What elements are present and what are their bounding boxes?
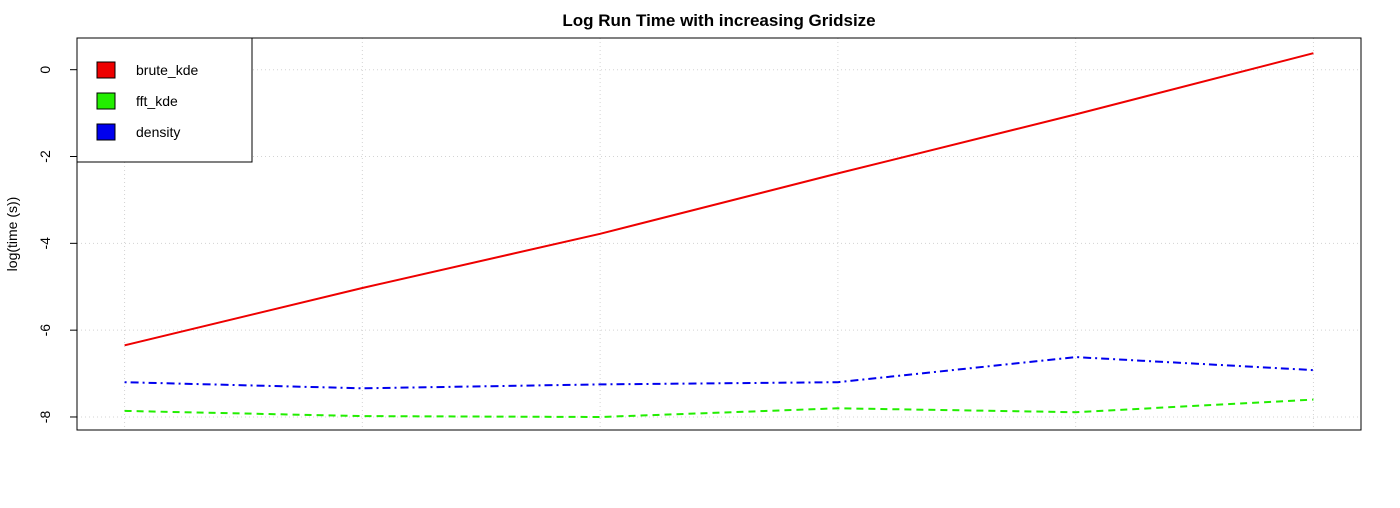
y-tick-label: 0 bbox=[37, 66, 53, 74]
series-line-brute-kde bbox=[124, 52, 1314, 347]
legend-swatch-fft-kde bbox=[96, 92, 116, 110]
series-lines bbox=[124, 52, 1314, 419]
y-axis-label: log(time (s)) bbox=[4, 197, 20, 272]
y-tick-label: -2 bbox=[37, 150, 53, 163]
y-tick-label: -4 bbox=[37, 237, 53, 250]
legend-label-density: density bbox=[136, 124, 180, 140]
legend-swatch-brute-kde bbox=[96, 61, 116, 79]
y-tick-label: -8 bbox=[37, 411, 53, 424]
y-tick-label: -6 bbox=[37, 324, 53, 337]
chart-title: Log Run Time with increasing Gridsize bbox=[562, 11, 875, 30]
legend-label-fft-kde: fft_kde bbox=[136, 93, 178, 109]
legend-label-brute-kde: brute_kde bbox=[136, 62, 198, 78]
legend-swatch-density bbox=[96, 123, 116, 141]
series-line-fft-kde bbox=[124, 398, 1314, 419]
grid-lines bbox=[77, 38, 1361, 430]
plot-frame bbox=[76, 37, 1362, 431]
legend-box bbox=[76, 37, 253, 163]
series-line-density bbox=[124, 356, 1314, 390]
y-axis: -8 -6 -4 -2 0 bbox=[37, 66, 77, 424]
